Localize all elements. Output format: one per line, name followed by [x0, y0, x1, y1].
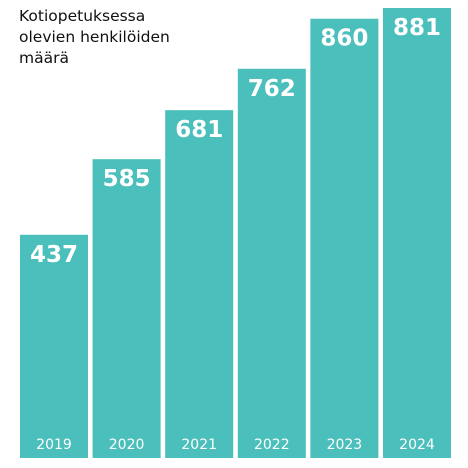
bar [310, 18, 379, 459]
bar [237, 68, 306, 458]
x-tick-label: 2021 [181, 437, 217, 453]
value-label: 881 [393, 15, 441, 41]
value-label: 585 [103, 166, 151, 192]
chart-title: Kotiopetuksessa olevien henkilöiden määr… [19, 7, 170, 67]
x-tick-label: 2019 [36, 437, 72, 453]
bar [165, 110, 234, 458]
bar [383, 8, 451, 458]
bar [20, 234, 88, 458]
x-tick-label: 2022 [254, 437, 290, 453]
value-label: 681 [175, 117, 223, 143]
x-tick-label: 2020 [109, 437, 145, 453]
value-label: 437 [30, 242, 78, 268]
value-label: 860 [320, 26, 368, 52]
value-label: 762 [248, 76, 296, 102]
x-tick-label: 2023 [327, 437, 363, 453]
x-tick-label: 2024 [399, 437, 435, 453]
bar [92, 159, 161, 458]
